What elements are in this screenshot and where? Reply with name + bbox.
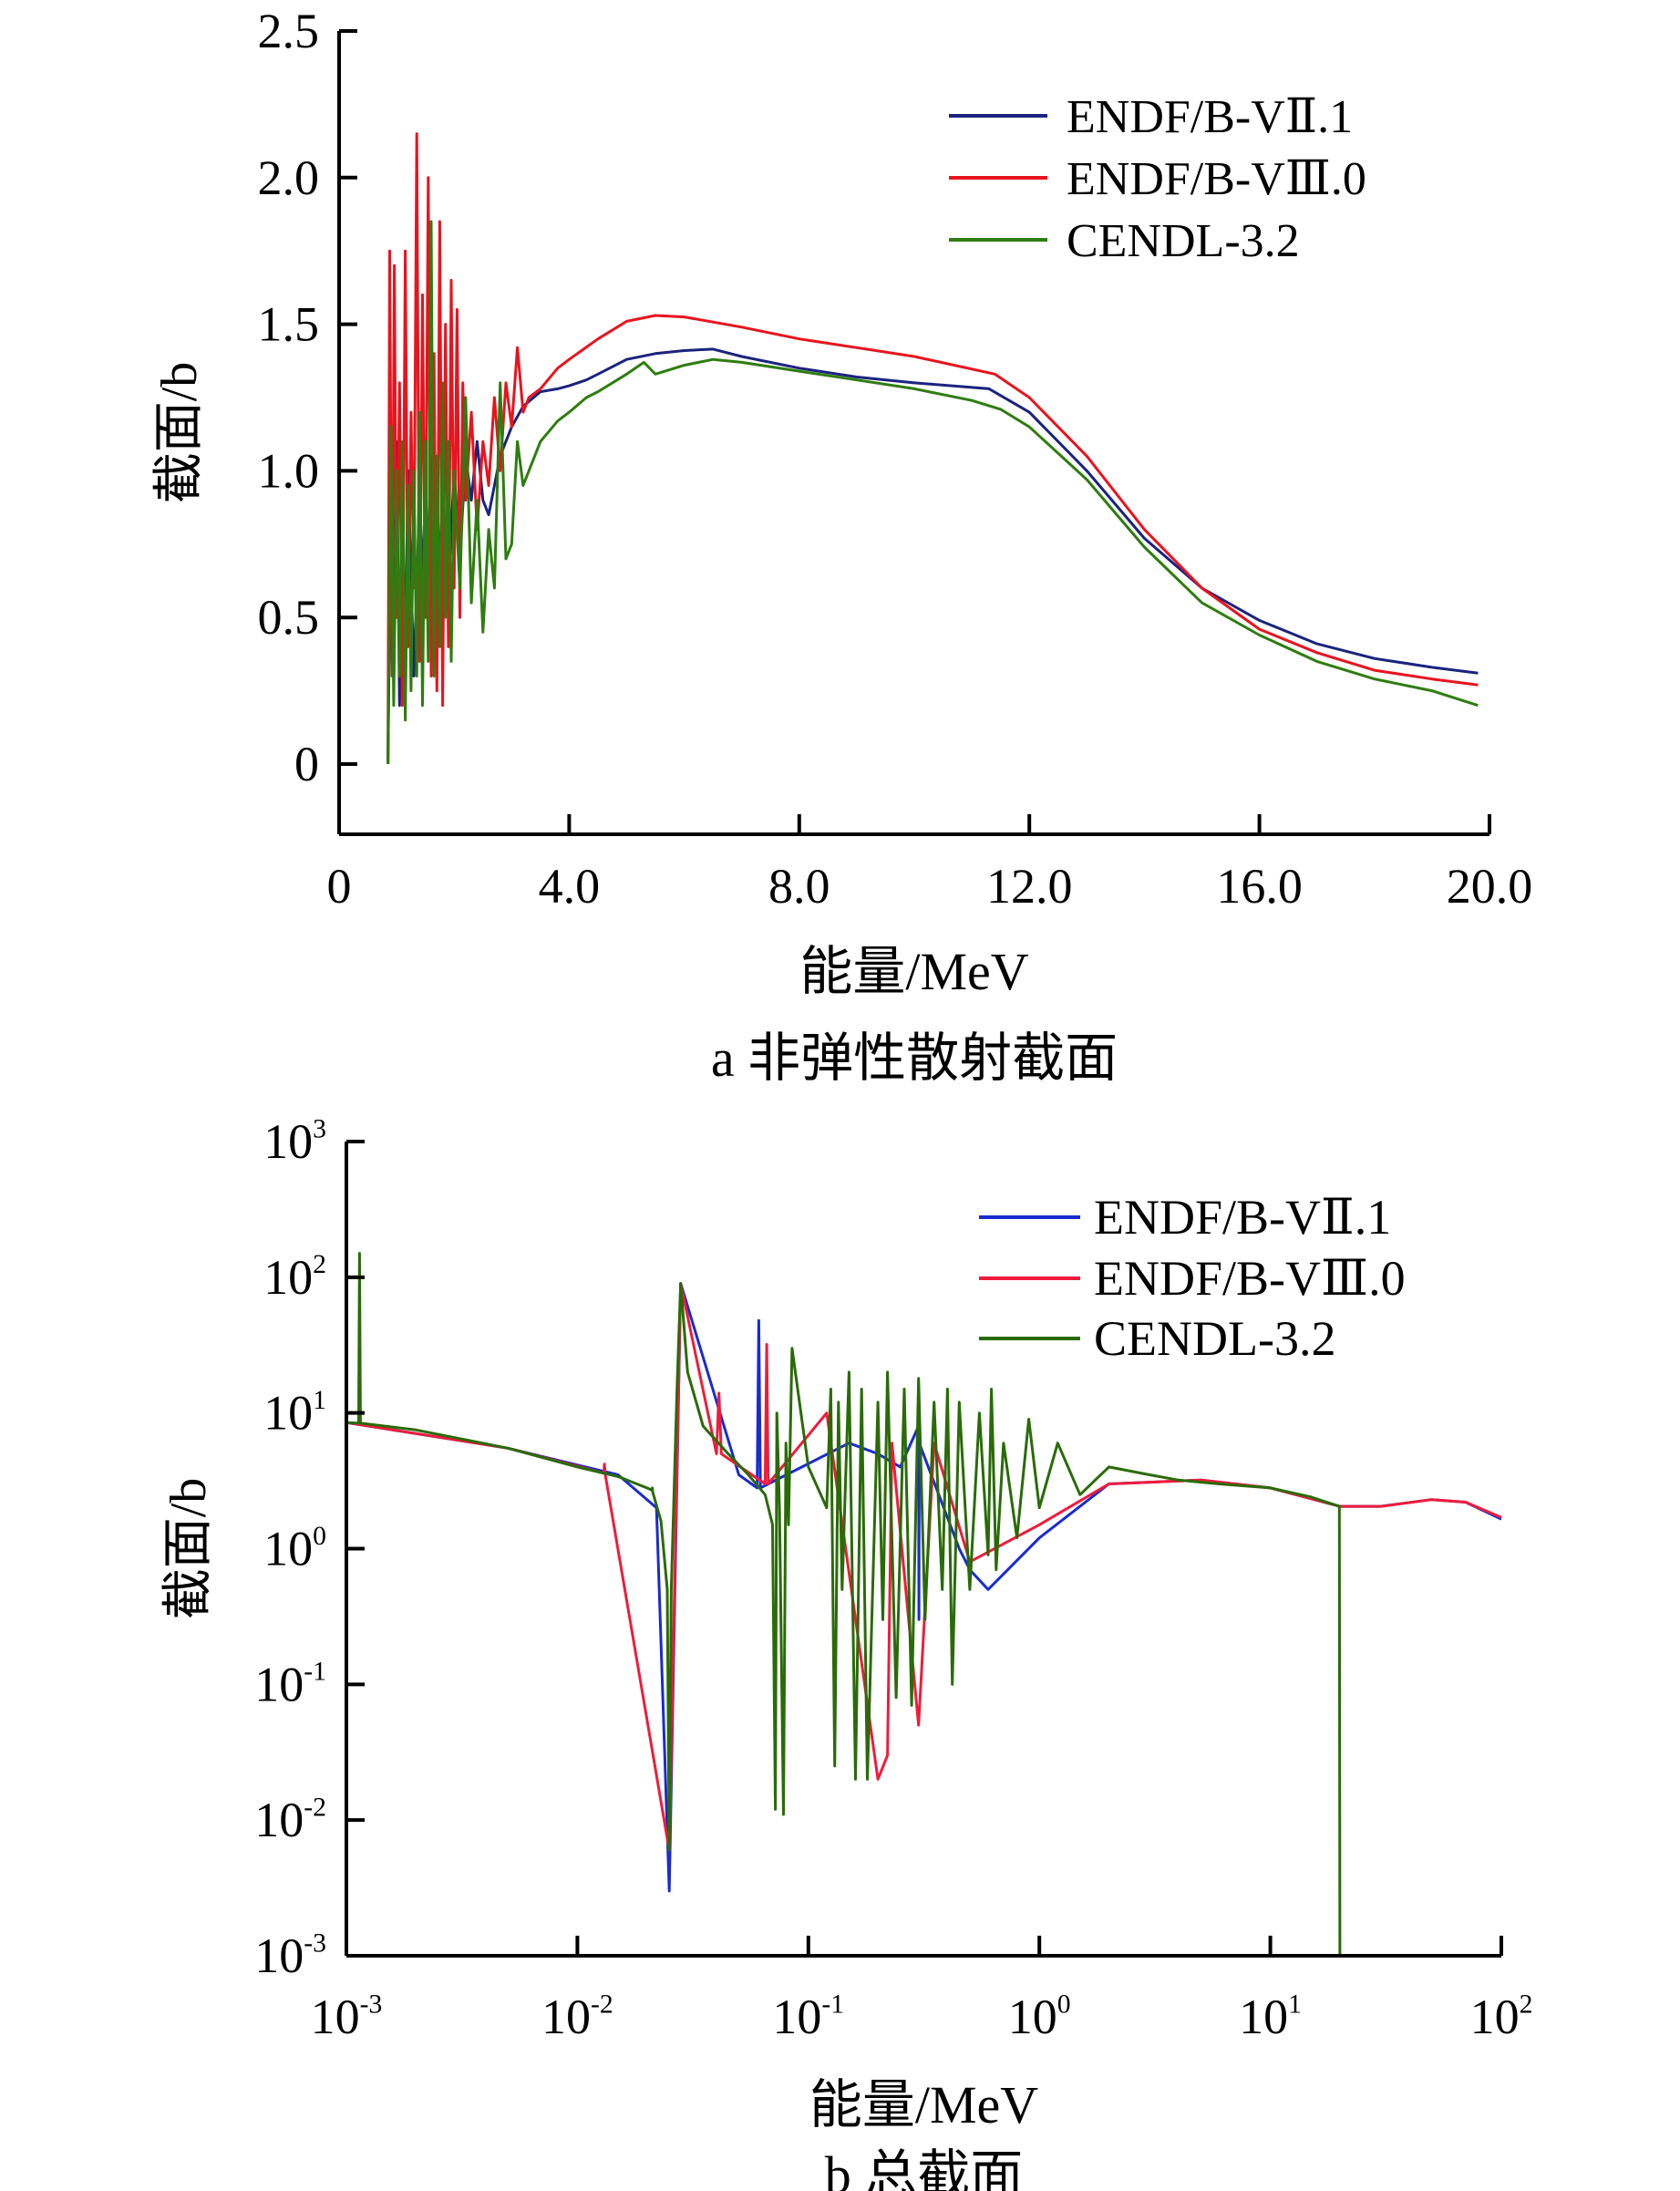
tick-label-base: 10 xyxy=(263,1250,313,1305)
legend-label: ENDF/B-VⅢ.0 xyxy=(1067,153,1366,205)
y-tick-label: 0.5 xyxy=(258,590,320,645)
chart-a: 0 0.5 1.0 1.5 2.0 2.5 0 4.0 8.0 12.0 16.0 20.0 截面/b 能… xyxy=(151,4,1532,1088)
x-tick-label: 4.0 xyxy=(539,859,601,914)
x-tick-label: 16.0 xyxy=(1216,859,1303,914)
tick-label-base: 10 xyxy=(263,1386,313,1441)
tick-label-base: 10 xyxy=(1470,1989,1520,2044)
x-axis-label: 能量/MeV xyxy=(799,942,1028,1001)
tick-label-base: 10 xyxy=(311,1989,360,2044)
y-axis-label: 截面/b xyxy=(151,362,208,504)
x-tick-label: 8.0 xyxy=(768,859,830,914)
y-tick-label: 10-2 xyxy=(254,1793,326,1847)
series-line-2 xyxy=(387,132,1479,765)
y-tick-label: 100 xyxy=(263,1522,326,1576)
x-axis-label: 能量/MeV xyxy=(809,2075,1038,2134)
legend-label: CENDL-3.2 xyxy=(1094,1311,1335,1366)
tick-label-exponent: -2 xyxy=(591,1989,613,2019)
x-tick-label: 10-2 xyxy=(541,1989,613,2044)
x-tick-label: 10-3 xyxy=(311,1989,383,2044)
tick-label-exponent: 0 xyxy=(1057,1989,1071,2019)
legend: ENDF/B-VⅡ.1 ENDF/B-VⅢ.0 CENDL-3.2 xyxy=(949,91,1366,267)
y-tick-label: 0 xyxy=(294,737,319,791)
tick-label-base: 10 xyxy=(254,1657,304,1711)
legend-label: ENDF/B-VⅢ.0 xyxy=(1094,1251,1406,1306)
x-tick-label: 100 xyxy=(1008,1989,1071,2044)
series-line-3 xyxy=(345,1252,1342,1957)
y-tick-label: 2.5 xyxy=(258,4,320,58)
y-tick-label: 103 xyxy=(263,1114,326,1169)
tick-label-exponent: 3 xyxy=(313,1114,326,1143)
y-tick-label: 1.5 xyxy=(258,297,320,352)
tick-label-exponent: 2 xyxy=(1520,1989,1533,2019)
tick-label-exponent: 0 xyxy=(313,1522,326,1551)
tick-label-base: 10 xyxy=(263,1522,313,1576)
series-group xyxy=(345,1252,1502,1957)
y-tick-label: 10-1 xyxy=(254,1657,326,1711)
tick-label-exponent: -3 xyxy=(360,1989,383,2019)
tick-label-base: 10 xyxy=(254,1928,304,1983)
tick-label-base: 10 xyxy=(541,1989,591,2044)
series-line-3 xyxy=(387,220,1479,765)
y-tick-label: 2.0 xyxy=(258,150,320,205)
series-group xyxy=(387,132,1479,765)
y-tick-label: 1.0 xyxy=(258,443,320,498)
tick-label-base: 10 xyxy=(1008,1989,1057,2044)
tick-label-exponent: 2 xyxy=(313,1250,326,1279)
tick-label-base: 10 xyxy=(1239,1989,1288,2044)
legend-label: CENDL-3.2 xyxy=(1067,215,1300,267)
y-axis-label: 截面/b xyxy=(160,1478,217,1620)
x-tick-label: 20.0 xyxy=(1447,859,1533,914)
y-tick-label: 102 xyxy=(263,1250,326,1305)
tick-label-exponent: -2 xyxy=(304,1793,326,1822)
x-tick-label: 10-1 xyxy=(772,1989,844,2044)
series-line-1 xyxy=(387,347,1479,765)
legend-label: ENDF/B-VⅡ.1 xyxy=(1094,1190,1391,1245)
x-tick-label: 101 xyxy=(1239,1989,1302,2044)
tick-label-base: 10 xyxy=(254,1793,304,1847)
y-tick-label: 10-3 xyxy=(254,1928,326,1983)
tick-label-exponent: 1 xyxy=(1288,1989,1302,2019)
tick-label-exponent: 1 xyxy=(313,1386,326,1415)
tick-label-base: 10 xyxy=(263,1114,313,1169)
x-tick-label: 0 xyxy=(327,859,352,914)
x-tick-label: 102 xyxy=(1470,1989,1533,2044)
y-tick-label: 101 xyxy=(263,1386,326,1441)
x-tick-label: 12.0 xyxy=(986,859,1073,914)
tick-label-base: 10 xyxy=(772,1989,821,2044)
tick-label-exponent: -3 xyxy=(304,1928,326,1958)
legend-label: ENDF/B-VⅡ.1 xyxy=(1067,91,1353,143)
chart-caption: a 非弹性散射截面 xyxy=(711,1028,1118,1088)
tick-label-exponent: -1 xyxy=(304,1658,326,1687)
chart-caption: b 总截面 xyxy=(825,2145,1024,2191)
tick-label-exponent: -1 xyxy=(821,1989,844,2019)
